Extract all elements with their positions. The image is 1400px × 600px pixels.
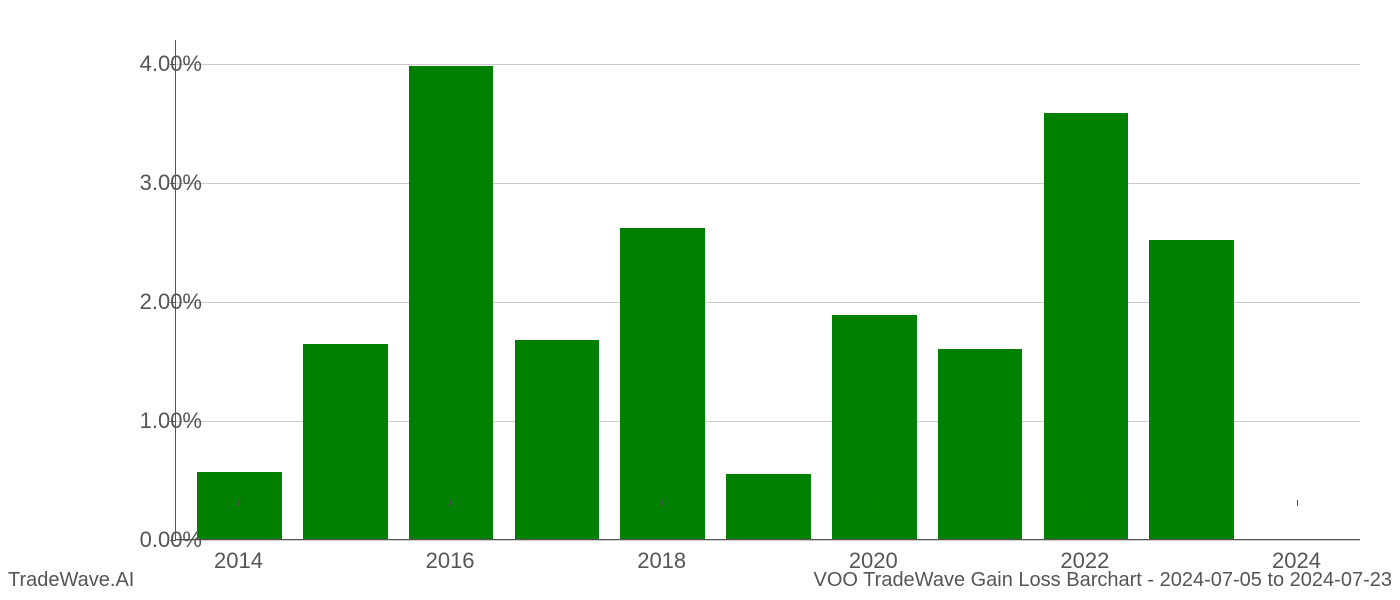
x-tick-mark	[662, 500, 663, 506]
bar	[1044, 113, 1129, 539]
bar	[938, 349, 1023, 539]
gridline	[176, 540, 1360, 541]
x-tick-label: 2022	[1060, 548, 1109, 574]
bar	[1149, 240, 1234, 539]
x-tick-mark	[450, 500, 451, 506]
x-tick-mark	[1297, 500, 1298, 506]
y-tick-label: 2.00%	[102, 289, 202, 315]
bar	[620, 228, 705, 539]
bar	[197, 472, 282, 539]
x-tick-label: 2014	[214, 548, 263, 574]
bar	[726, 474, 811, 539]
bar	[409, 66, 494, 539]
y-tick-label: 3.00%	[102, 170, 202, 196]
plot-area	[175, 40, 1360, 540]
y-tick-label: 0.00%	[102, 527, 202, 553]
footer-left: TradeWave.AI	[8, 569, 134, 592]
x-tick-mark	[873, 500, 874, 506]
x-tick-mark	[1085, 500, 1086, 506]
x-tick-label: 2018	[637, 548, 686, 574]
x-tick-label: 2020	[849, 548, 898, 574]
bar	[303, 344, 388, 539]
x-tick-mark	[238, 500, 239, 506]
y-tick-label: 1.00%	[102, 408, 202, 434]
gridline	[176, 183, 1360, 184]
chart-container	[175, 40, 1360, 540]
x-tick-label: 2016	[426, 548, 475, 574]
y-tick-label: 4.00%	[102, 51, 202, 77]
gridline	[176, 64, 1360, 65]
x-tick-label: 2024	[1272, 548, 1321, 574]
bar	[515, 340, 600, 539]
